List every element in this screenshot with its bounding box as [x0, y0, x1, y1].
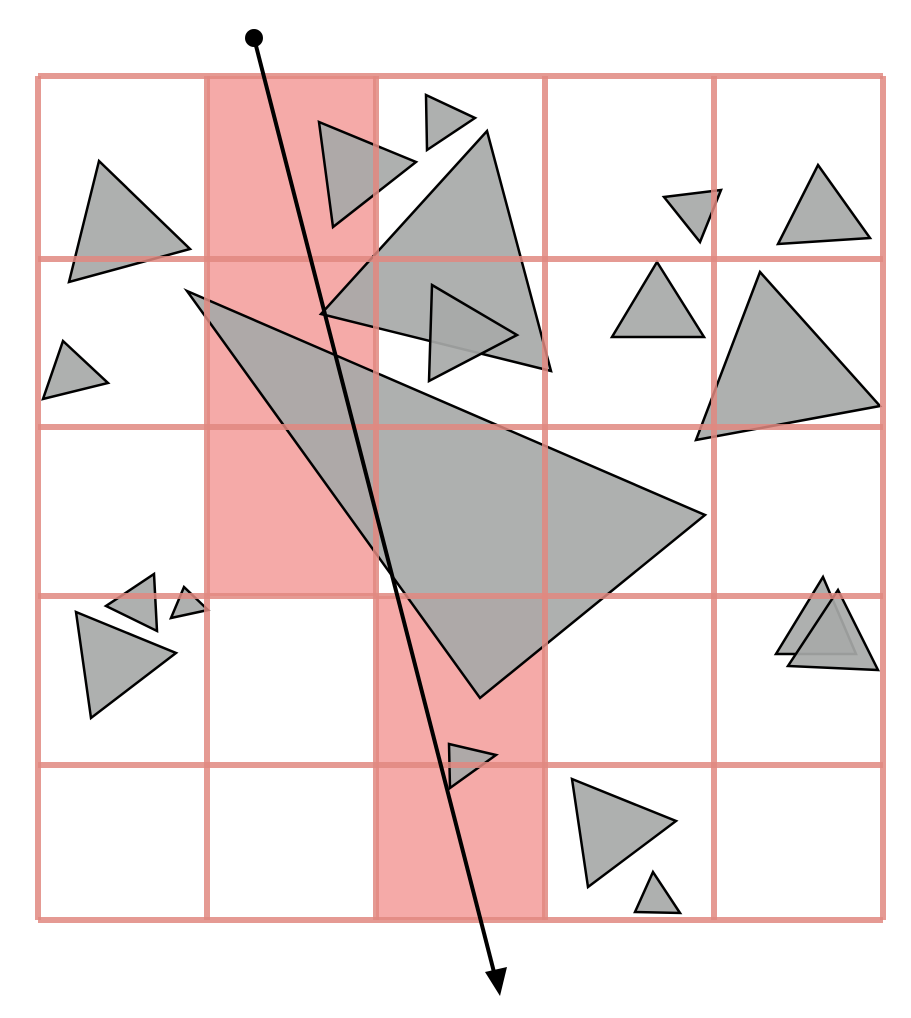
triangle: [775, 162, 873, 246]
triangle: [74, 610, 179, 721]
triangle: [633, 869, 683, 915]
triangle: [67, 158, 193, 284]
triangle: [41, 338, 111, 401]
triangle: [424, 93, 478, 153]
triangle: [103, 571, 159, 634]
ray-line: [252, 37, 497, 977]
grid: [35, 73, 886, 923]
triangle: [661, 188, 723, 245]
ray-origin-dot: [245, 29, 263, 47]
triangle: [694, 269, 883, 442]
ray-arrowhead: [485, 967, 507, 996]
triangle: [609, 259, 707, 339]
ray: [245, 29, 507, 996]
triangle: [427, 282, 520, 384]
triangle: [785, 587, 881, 672]
triangle: [570, 777, 679, 890]
